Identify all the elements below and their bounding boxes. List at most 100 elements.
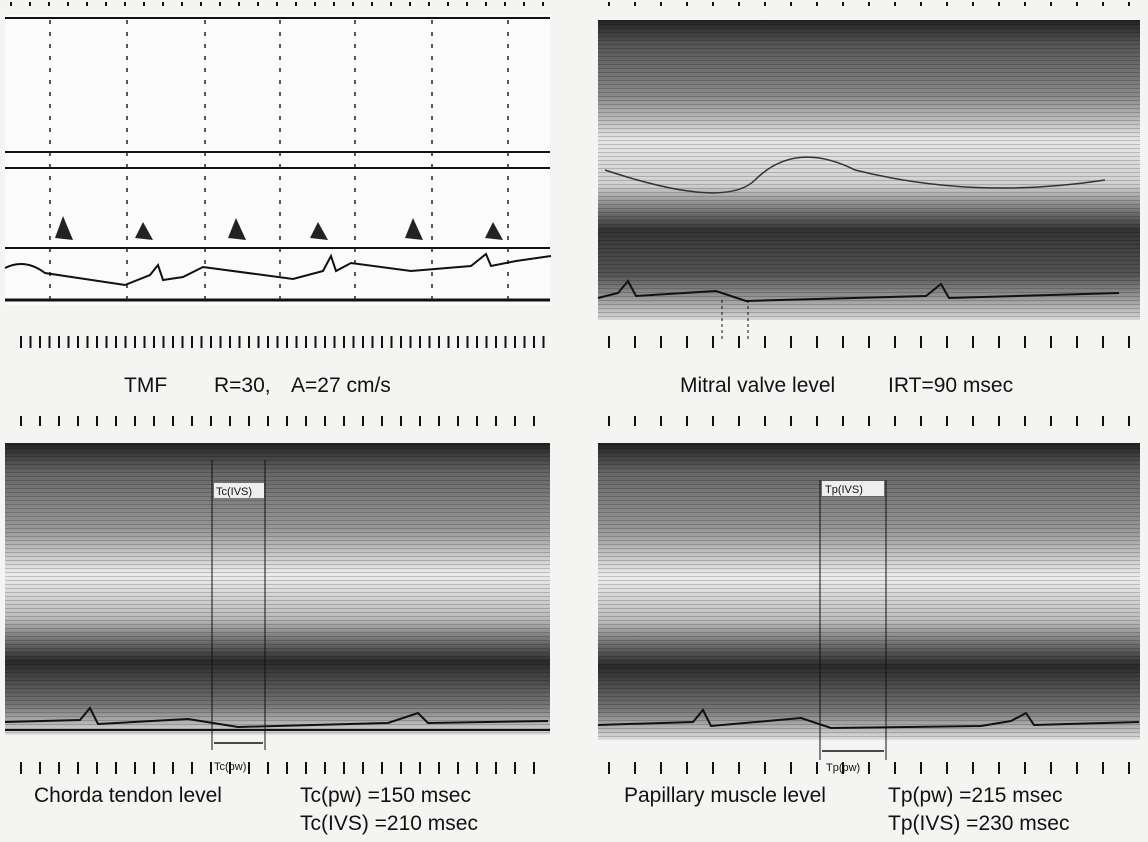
tick: [608, 336, 610, 348]
tick: [191, 336, 193, 348]
tick: [381, 336, 383, 348]
tick: [181, 336, 184, 348]
tick: [191, 416, 193, 426]
tick: [920, 762, 922, 774]
tick: [172, 336, 174, 348]
tick: [276, 2, 278, 6]
tick: [764, 416, 766, 426]
tick: [712, 416, 714, 426]
tick: [1076, 762, 1078, 774]
tick: [634, 762, 636, 774]
tick: [1102, 336, 1104, 348]
tick: [816, 416, 818, 426]
tick: [764, 762, 766, 774]
tick: [476, 336, 478, 348]
tick: [96, 336, 98, 348]
tick: [115, 762, 117, 774]
tick: [333, 336, 336, 348]
tick: [608, 416, 610, 426]
tick: [343, 762, 345, 774]
tick: [153, 762, 155, 774]
tick: [86, 2, 88, 6]
tick: [295, 336, 298, 348]
tick: [485, 2, 487, 6]
caption-label: Mitral valve level: [680, 374, 835, 397]
tick: [476, 416, 478, 426]
tick: [419, 762, 421, 774]
tick: [67, 336, 70, 348]
tick: [533, 416, 535, 426]
tick: [314, 336, 317, 348]
caption-value: R=30,: [214, 374, 271, 397]
tick: [115, 336, 117, 348]
tick: [48, 336, 51, 348]
tick: [660, 336, 662, 348]
marker-label: Tp(IVS): [825, 484, 863, 496]
tick: [1076, 336, 1078, 348]
tick: [390, 2, 392, 6]
tick: [153, 416, 155, 426]
tick: [362, 416, 364, 426]
tick: [920, 2, 922, 6]
tick: [134, 416, 136, 426]
tick: [48, 2, 50, 6]
tick: [352, 2, 354, 6]
tick: [485, 336, 488, 348]
tick: [660, 2, 662, 6]
tick: [10, 2, 12, 6]
tick: [248, 416, 250, 426]
tick: [181, 2, 183, 6]
tick: [868, 416, 870, 426]
tick: [842, 2, 844, 6]
tick: [894, 2, 896, 6]
tick: [523, 336, 526, 348]
tick: [77, 336, 79, 348]
tick: [504, 336, 507, 348]
tick: [1050, 762, 1052, 774]
tick: [790, 762, 792, 774]
tick: [390, 336, 393, 348]
tick: [267, 416, 269, 426]
tick: [20, 762, 22, 774]
tick: [447, 336, 450, 348]
caption-value: A=27 cm/s: [291, 374, 391, 397]
tick: [267, 762, 269, 774]
tick: [267, 336, 269, 348]
tick: [660, 762, 662, 774]
tick: [972, 762, 974, 774]
tick: [86, 336, 89, 348]
tick: [1102, 416, 1104, 426]
tick: [115, 416, 117, 426]
tick: [371, 2, 373, 6]
tick: [305, 416, 307, 426]
tick: [77, 762, 79, 774]
tick: [96, 762, 98, 774]
tick: [419, 336, 421, 348]
tick: [764, 2, 766, 6]
tick: [514, 336, 516, 348]
tick: [514, 416, 516, 426]
tick-rows: [10, 2, 1130, 774]
tick: [1050, 2, 1052, 6]
tick: [248, 336, 250, 348]
tick: [946, 416, 948, 426]
tick: [457, 336, 459, 348]
tick: [946, 762, 948, 774]
caption-value: IRT=90 msec: [888, 374, 1013, 397]
tick: [438, 336, 440, 348]
tick: [428, 2, 430, 6]
tick: [58, 416, 60, 426]
tick: [1024, 762, 1026, 774]
tick: [1076, 2, 1078, 6]
tick: [238, 336, 241, 348]
tick: [894, 762, 896, 774]
tick: [712, 336, 714, 348]
tick: [1102, 2, 1104, 6]
tick: [542, 2, 544, 6]
tick: [686, 2, 688, 6]
tick: [324, 762, 326, 774]
tick: [39, 416, 41, 426]
tick: [20, 336, 22, 348]
tick: [210, 336, 212, 348]
tick: [816, 336, 818, 348]
